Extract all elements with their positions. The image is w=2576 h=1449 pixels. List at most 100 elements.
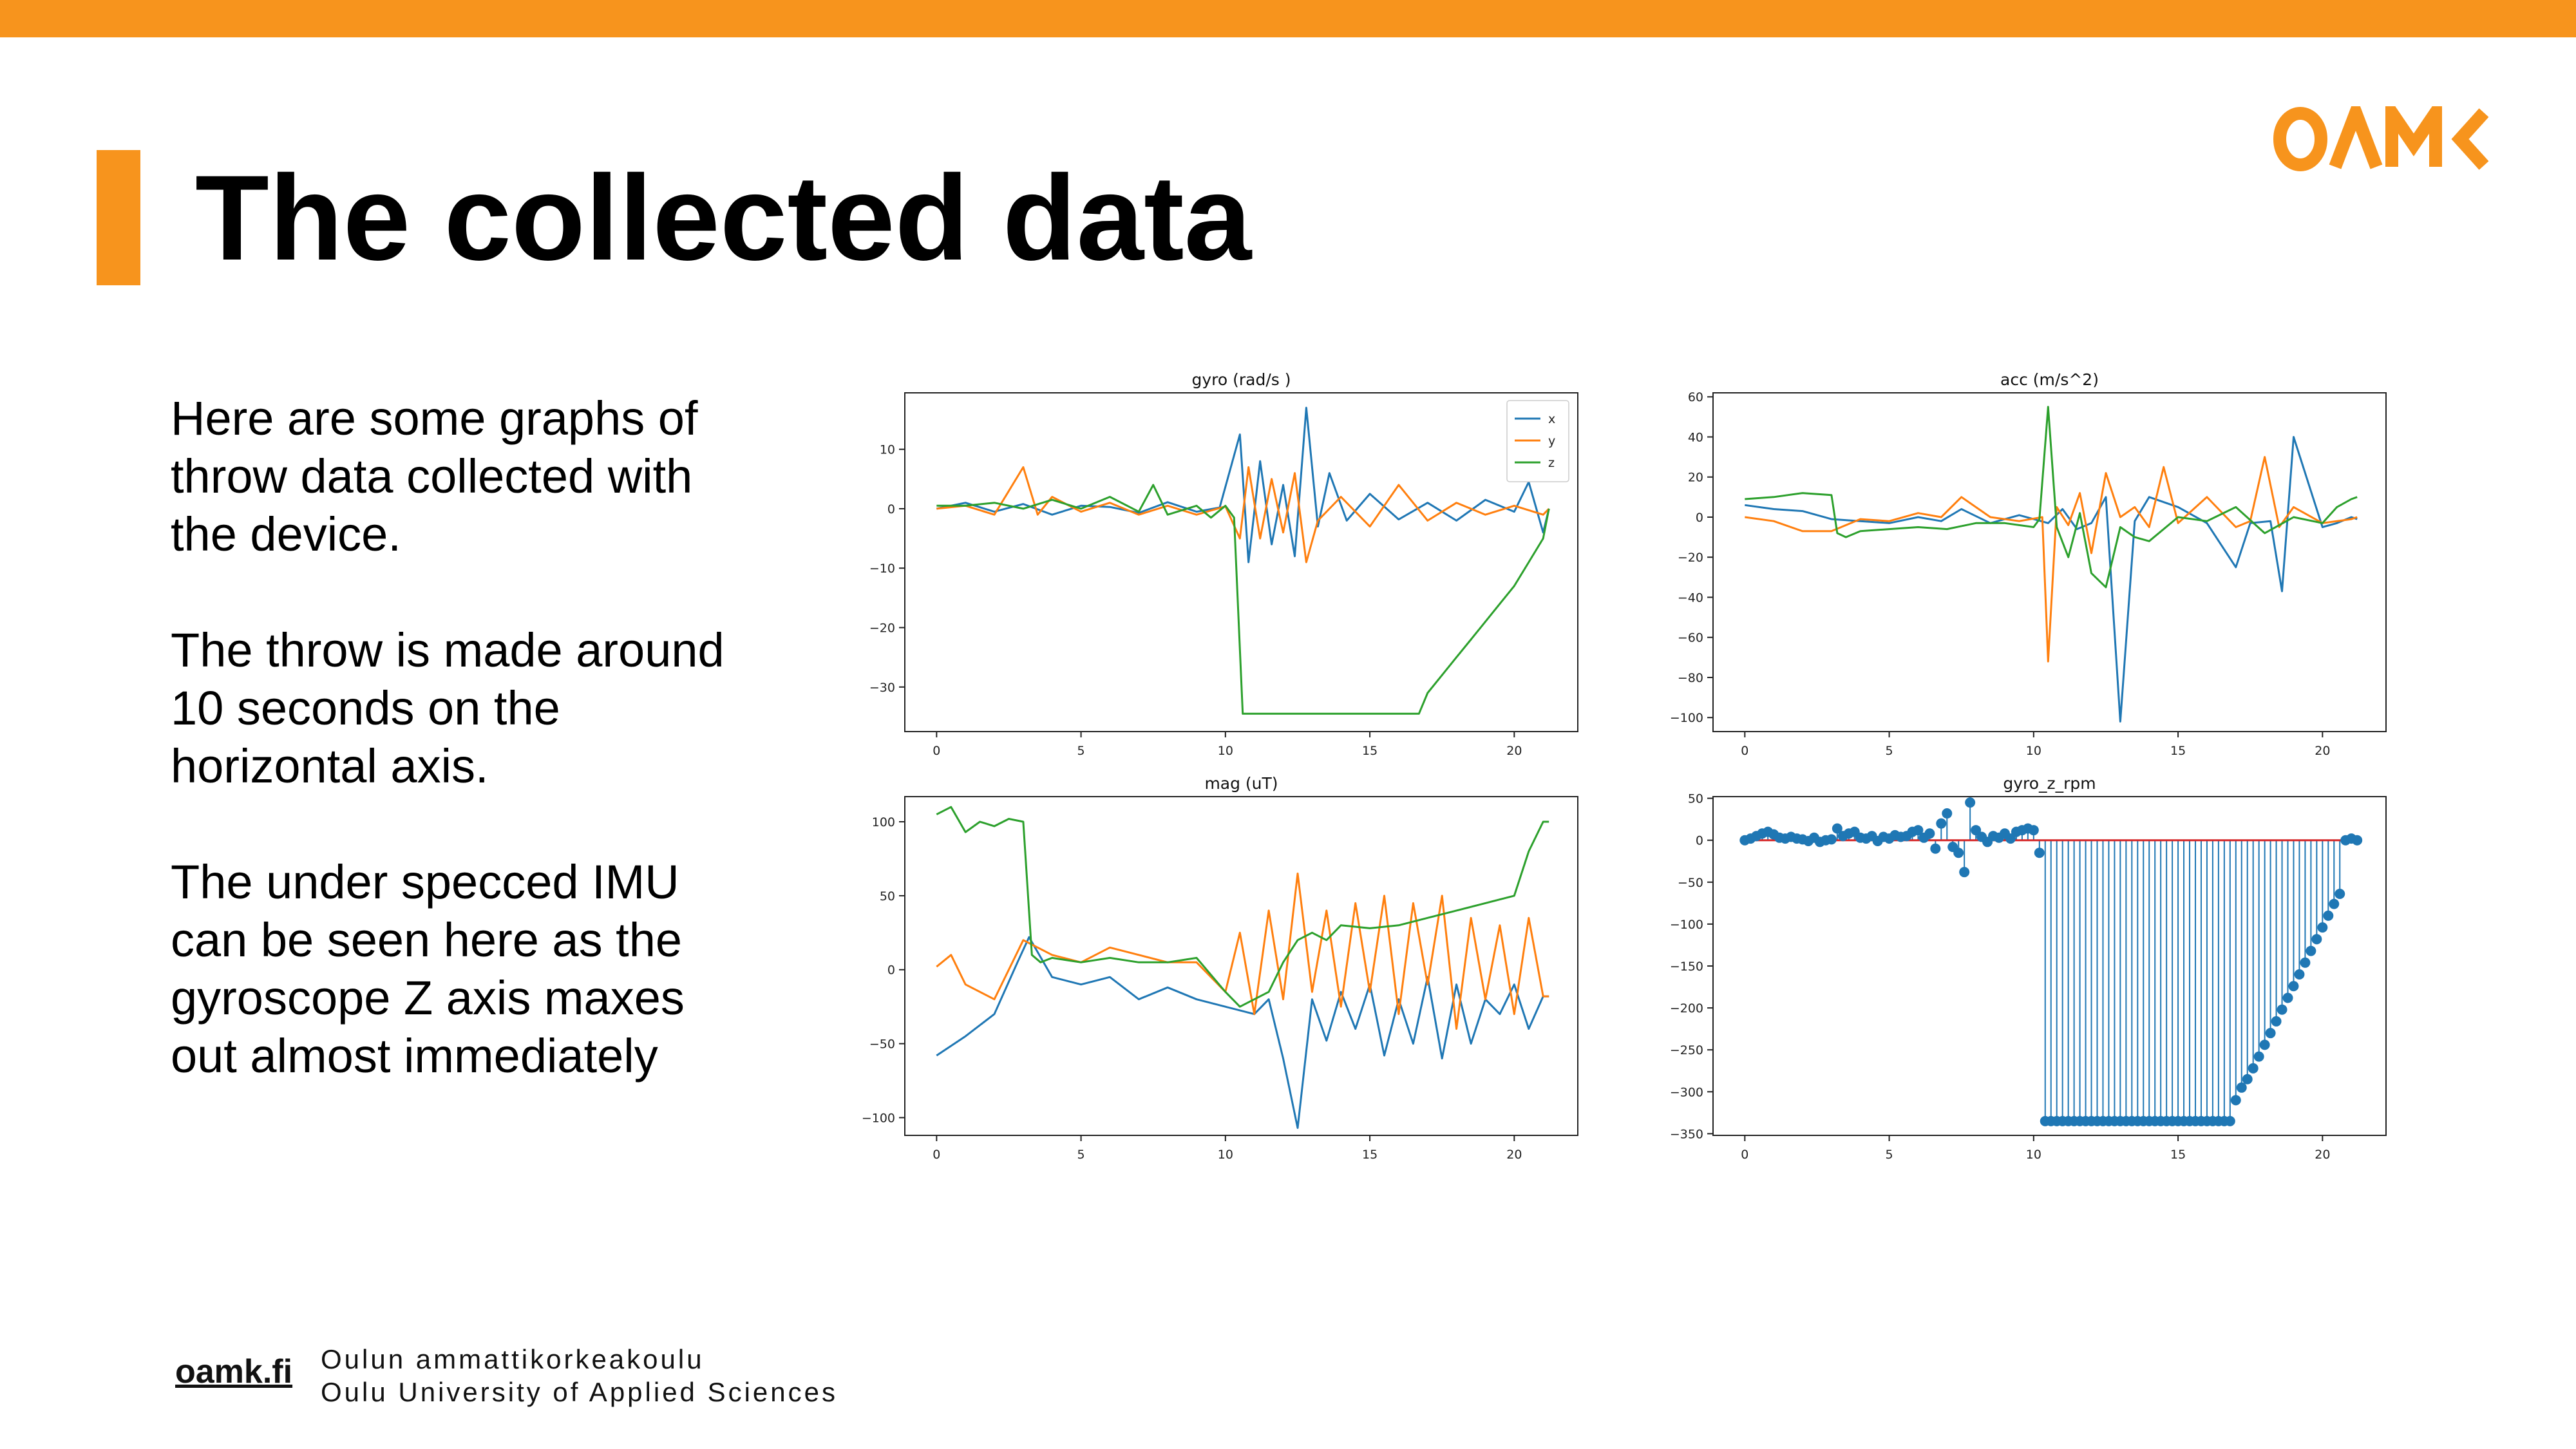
y-tick-label: 100: [872, 815, 895, 829]
x-tick-label: 20: [1506, 1148, 1522, 1162]
x-tick-label: 0: [1741, 744, 1748, 758]
y-tick-label: 50: [880, 889, 895, 904]
footer-website-link[interactable]: oamk.fi: [175, 1353, 293, 1390]
y-tick-label: −100: [862, 1111, 895, 1125]
chart-title: gyro_z_rpm: [2003, 774, 2096, 793]
stem-marker: [1959, 867, 1970, 878]
stem-marker: [1930, 843, 1941, 854]
y-tick-label: −50: [1678, 876, 1703, 890]
stem-marker: [2352, 835, 2363, 846]
stem-marker: [2271, 1016, 2282, 1027]
stem-marker: [2034, 848, 2045, 858]
y-tick-label: −350: [1670, 1127, 1703, 1141]
stem-marker: [2253, 1051, 2264, 1062]
plot-frame: [904, 796, 1578, 1136]
oamk-logo: [2273, 91, 2492, 172]
top-accent-bar: [0, 0, 2576, 37]
slide-title: The collected data: [195, 150, 1252, 285]
stem-marker: [2334, 889, 2345, 900]
x-tick-label: 5: [1077, 1148, 1085, 1162]
stem-marker: [2277, 1004, 2287, 1015]
series-line-3: [936, 806, 1549, 1008]
gyro-chart: gyro (rad/s ) 0 5 10 15 20 10 0 −10 −20 −30 x y z: [831, 366, 1584, 765]
paragraph-1: Here are some graphs of throw data colle…: [171, 392, 698, 561]
stem-marker: [1942, 808, 1953, 819]
y-tick-label: 50: [1688, 792, 1703, 806]
x-tick-label: 0: [1741, 1148, 1748, 1162]
y-tick-label: −60: [1678, 631, 1703, 645]
stem-marker: [1826, 834, 1837, 845]
y-tick-label: −40: [1678, 591, 1703, 605]
x-tick-label: 10: [1218, 1148, 1233, 1162]
y-tick-label: 20: [1688, 471, 1703, 485]
stem-marker: [2236, 1082, 2247, 1093]
chart-title: acc (m/s^2): [2000, 370, 2099, 389]
series-line-z: [936, 484, 1550, 715]
stem-marker: [2306, 945, 2316, 956]
x-tick-label: 15: [1362, 1148, 1378, 1162]
y-tick-label: −200: [1670, 1001, 1703, 1016]
x-tick-label: 15: [1362, 744, 1378, 758]
gyro-z-rpm-chart: gyro_z_rpm 0 5 10 15 20 50 0 −50 −100 −150 −200 −250…: [1639, 770, 2392, 1169]
stem-marker: [2265, 1028, 2276, 1039]
y-tick-label: 0: [887, 502, 895, 516]
x-tick-label: 0: [933, 744, 940, 758]
footer-line-english: Oulu University of Applied Sciences: [321, 1377, 838, 1407]
y-tick-label: −30: [869, 681, 895, 695]
plot-frame: [904, 392, 1578, 732]
acc-chart: acc (m/s^2) 0 5 10 15 20 60 40 20 0 −20 −40 −60 −80 −1…: [1639, 366, 2392, 765]
stem-marker: [2005, 833, 2016, 844]
stem-marker: [2323, 910, 2334, 921]
title-accent-bar: [97, 150, 140, 285]
stem-marker: [2329, 898, 2340, 909]
y-tick-label: 10: [880, 443, 895, 457]
y-tick-label: −80: [1678, 671, 1703, 685]
y-tick-label: −100: [1670, 918, 1703, 932]
stem-marker: [1965, 797, 1976, 808]
chart-title: gyro (rad/s ): [1191, 370, 1291, 389]
stem-marker: [1924, 828, 1935, 839]
stem-marker: [2230, 1095, 2241, 1106]
stem-marker: [1832, 823, 1842, 834]
x-tick-label: 10: [1218, 744, 1233, 758]
stem-marker: [2259, 1039, 2270, 1050]
y-tick-label: 60: [1688, 390, 1703, 404]
series-line-1: [1745, 436, 2358, 723]
y-tick-label: −20: [1678, 551, 1703, 565]
footer-line-finnish: Oulun ammattikorkeakoulu: [321, 1344, 705, 1374]
plot-frame: [1712, 796, 2387, 1136]
x-tick-label: 20: [2315, 1148, 2330, 1162]
stem-marker: [2224, 1115, 2235, 1126]
stem-marker: [2282, 992, 2293, 1003]
body-text: Here are some graphs of throw data colle…: [171, 390, 750, 1143]
x-tick-label: 10: [2026, 744, 2041, 758]
series-line-2: [936, 872, 1549, 1030]
stem-marker: [2300, 957, 2311, 968]
stem-marker: [1971, 825, 1982, 836]
x-tick-label: 5: [1886, 1148, 1893, 1162]
chart-title: mag (uT): [1204, 774, 1278, 793]
paragraph-3: The under specced IMU can be seen here a…: [171, 855, 685, 1083]
y-tick-label: −250: [1670, 1043, 1703, 1057]
legend-label-x: x: [1548, 412, 1555, 426]
y-tick-label: −100: [1670, 711, 1703, 725]
stem-marker: [2311, 934, 2322, 945]
paragraph-2: The throw is made around 10 seconds on t…: [171, 623, 724, 793]
y-tick-label: 0: [1696, 511, 1703, 525]
series-line-2: [1745, 456, 2358, 663]
legend-label-y: y: [1548, 434, 1555, 448]
stem-marker: [2294, 969, 2305, 980]
legend-label-z: z: [1548, 456, 1555, 470]
series-line-3: [1745, 406, 2358, 589]
footer-institution: Oulun ammattikorkeakoulu Oulu University…: [321, 1343, 838, 1408]
stem-marker: [2028, 825, 2039, 836]
x-tick-label: 10: [2026, 1148, 2041, 1162]
stem-marker: [2248, 1063, 2259, 1074]
stem-marker: [2242, 1074, 2253, 1084]
mag-chart: mag (uT) 0 5 10 15 20 100 50 0 −50 −100: [831, 770, 1584, 1169]
y-tick-label: −50: [869, 1037, 895, 1052]
series-line-y: [936, 466, 1550, 564]
x-tick-label: 20: [1506, 744, 1522, 758]
x-tick-label: 5: [1077, 744, 1085, 758]
stem-marker: [1913, 825, 1924, 836]
